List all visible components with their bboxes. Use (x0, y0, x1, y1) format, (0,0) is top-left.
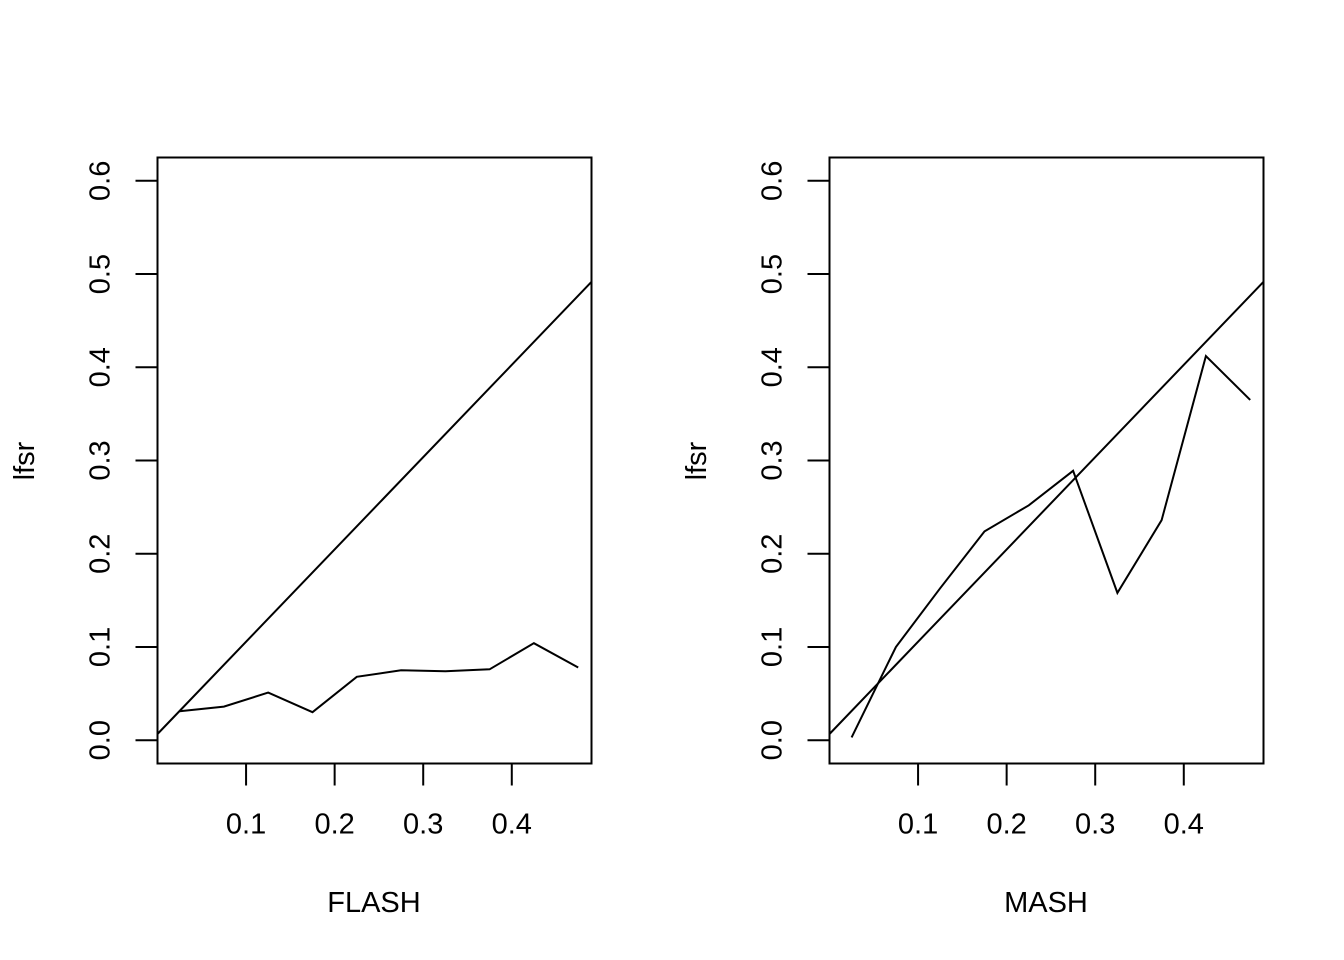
panel-flash: FLASH lfsr 0.1 0.2 0.3 0.4 0.00.10.20.30.40… (9, 156, 593, 919)
x-tick-label: 0.3 (1075, 809, 1115, 841)
y-tick-label: 0.6 (85, 161, 117, 201)
x-axis: 0.1 0.2 0.3 0.4 (898, 763, 1204, 841)
plot-frame (156, 156, 593, 765)
y-axis-label: lfsr (681, 441, 713, 480)
y-tick-label: 0.0 (85, 720, 117, 760)
y-tick-label: 0.1 (757, 627, 789, 667)
plot-frame (828, 156, 1265, 765)
panel-mash: MASH lfsr 0.1 0.2 0.3 0.4 0.00.10.20.30.40.… (681, 156, 1265, 919)
x-tick-label: 0.3 (403, 809, 443, 841)
x-tick-label: 0.1 (226, 809, 266, 841)
y-tick-label: 0.4 (85, 347, 117, 387)
y-tick-label: 0.3 (85, 440, 117, 480)
y-tick-label: 0.3 (757, 440, 789, 480)
series-line (179, 642, 579, 714)
x-tick-label: 0.4 (1164, 809, 1204, 841)
reference-line (156, 281, 593, 735)
series-group (156, 281, 593, 735)
y-tick-label: 0.1 (85, 627, 117, 667)
y-tick-label: 0.6 (757, 161, 789, 201)
x-axis-label: FLASH (327, 887, 420, 919)
y-tick-label: 0.2 (85, 534, 117, 574)
y-axis: 0.0 0.1 0.2 0.3 0.4 0.5 0.6 (757, 161, 830, 760)
x-tick-label: 0.2 (314, 809, 354, 841)
x-tick-label: 0.1 (898, 809, 938, 841)
x-tick-label: 0.4 (492, 809, 532, 841)
y-tick-label: 0.5 (85, 254, 117, 294)
y-tick-label: 0.2 (757, 534, 789, 574)
y-tick-label: 0.4 (757, 347, 789, 387)
y-axis-label: lfsr (9, 441, 41, 480)
reference-line (828, 281, 1265, 735)
x-tick-label: 0.2 (986, 809, 1026, 841)
y-tick-label: 0.5 (757, 254, 789, 294)
x-axis: 0.1 0.2 0.3 0.4 (226, 763, 532, 841)
y-tick-label: 0.0 (757, 720, 789, 760)
series-line (850, 354, 1251, 738)
x-axis-label: MASH (1004, 887, 1088, 919)
series-group (828, 281, 1265, 738)
y-axis: 0.0 0.1 0.2 0.3 0.4 0.5 0.6 (85, 161, 158, 760)
